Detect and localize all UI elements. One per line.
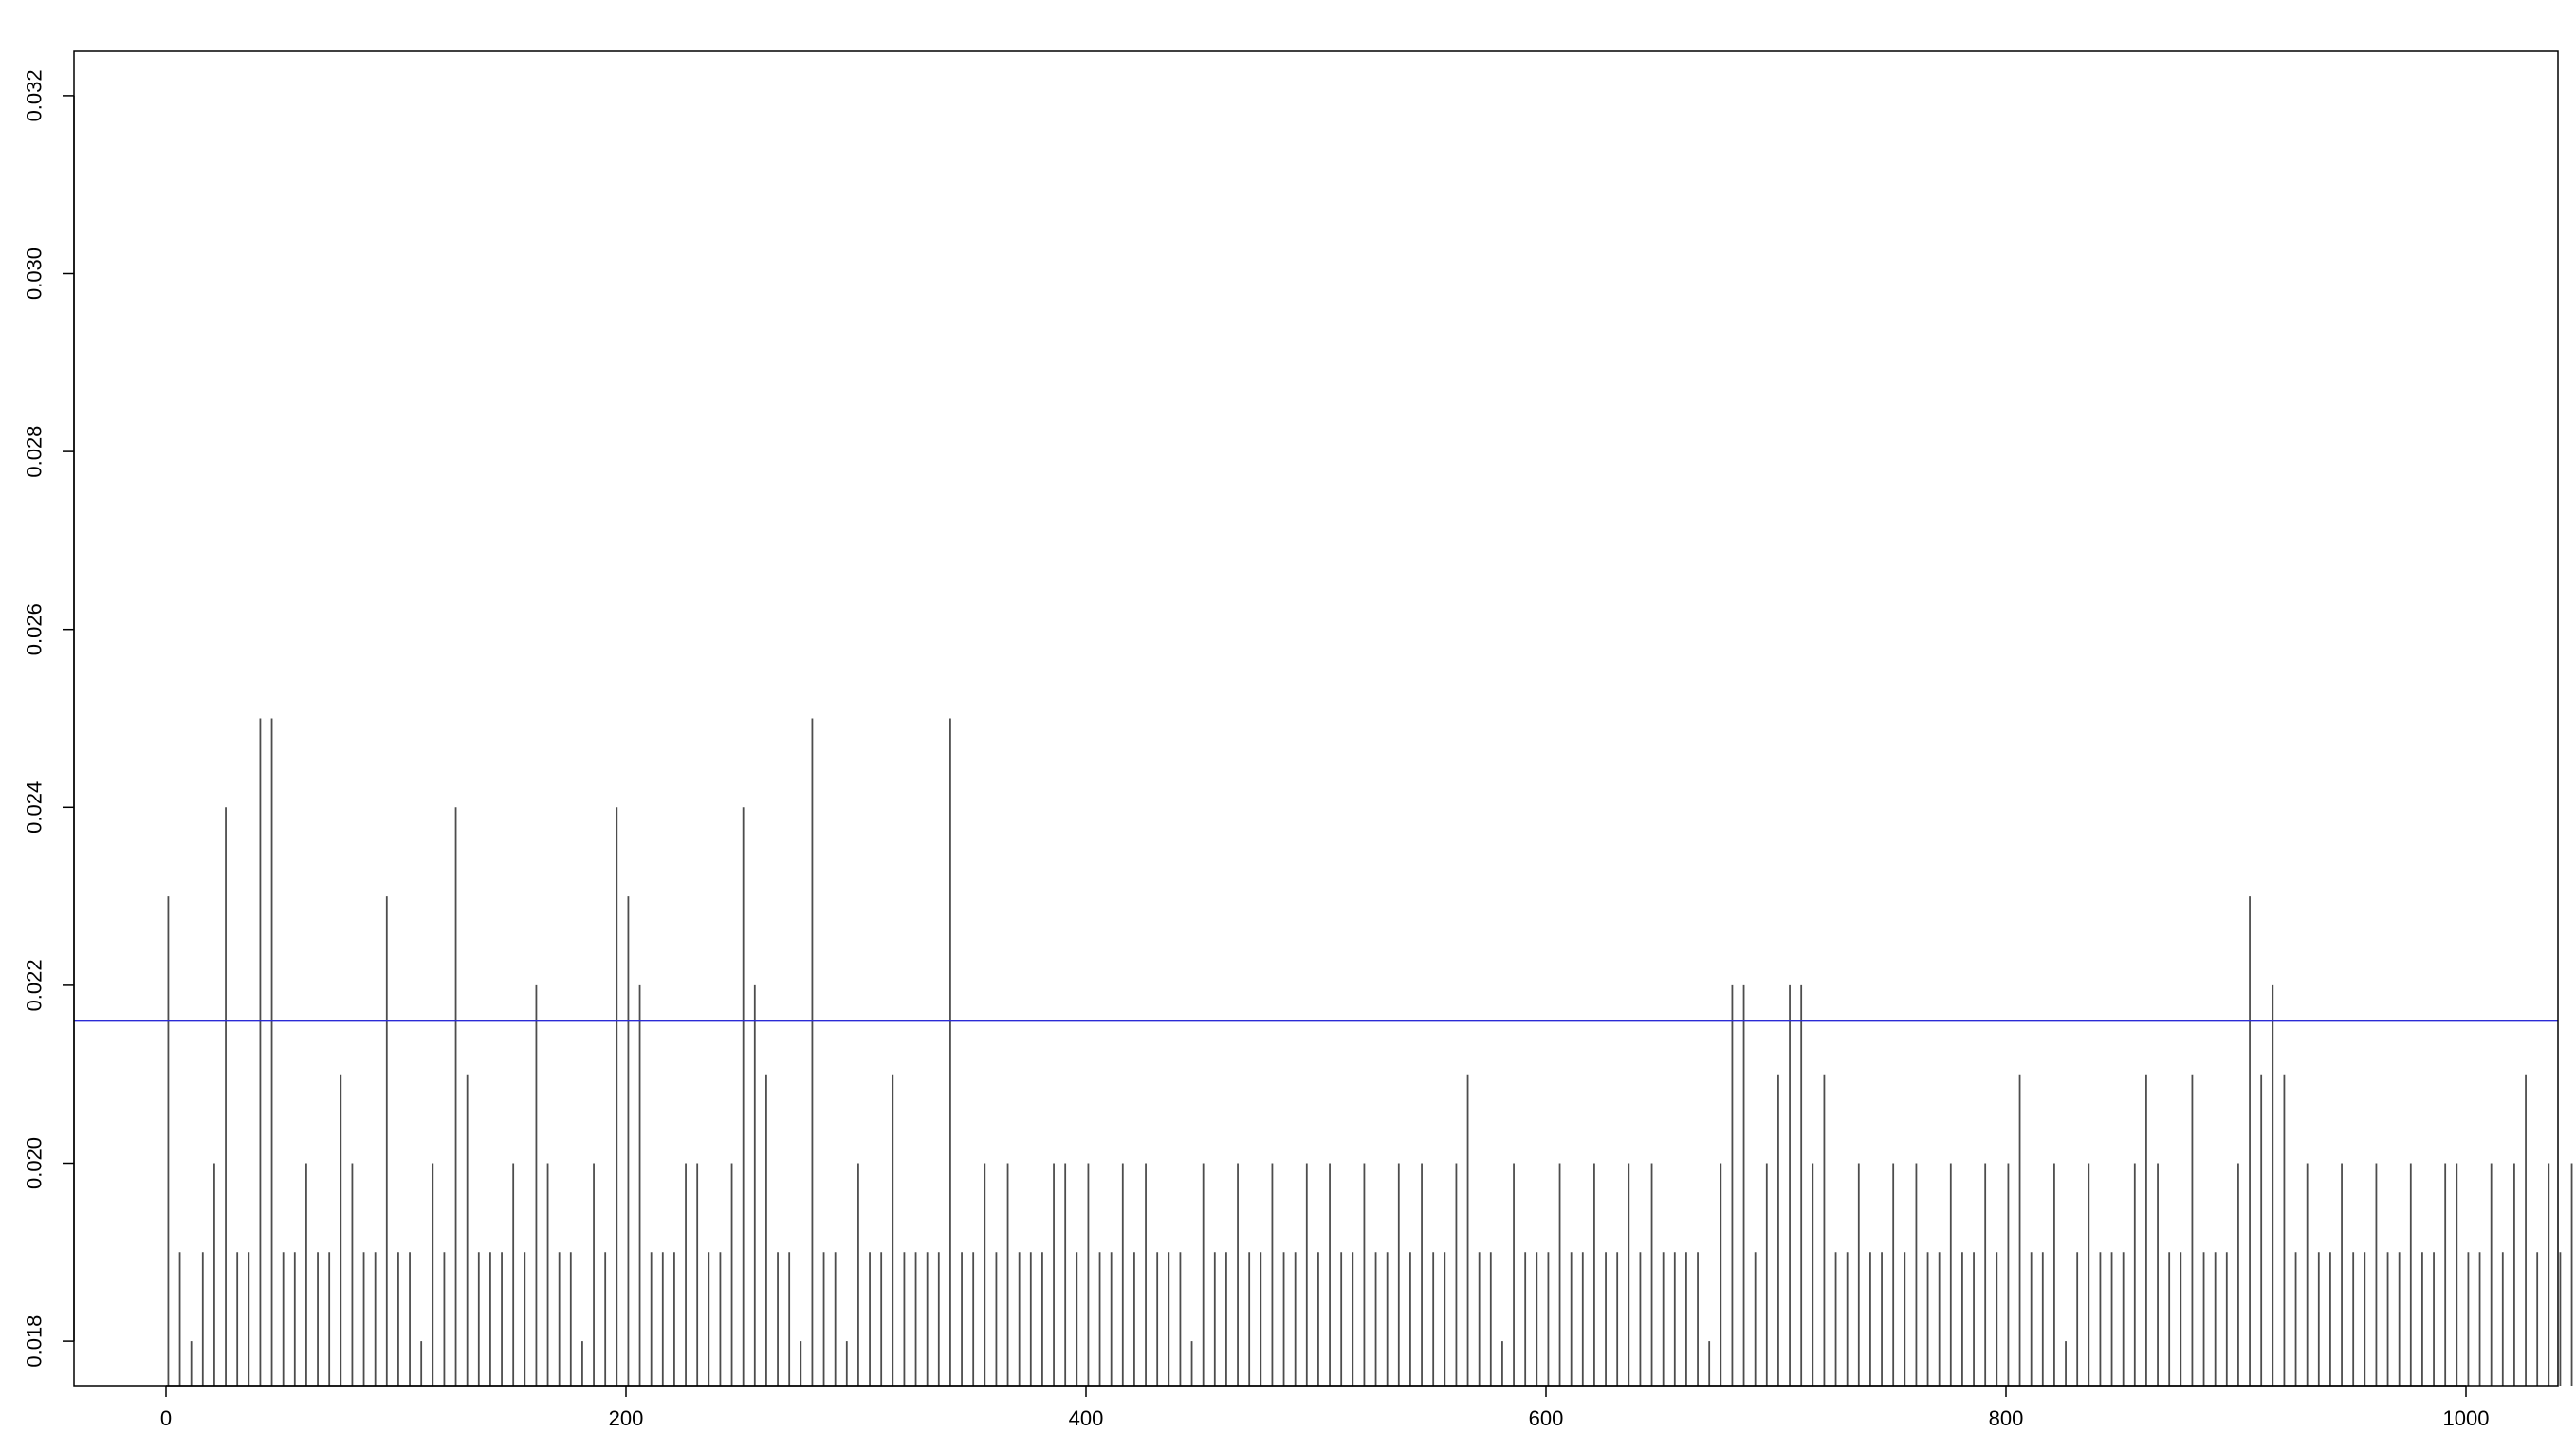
x-tick-label: 200 xyxy=(609,1406,644,1430)
x-tick-label: 1000 xyxy=(2443,1406,2490,1430)
x-axis: 0 200 400 600 800 1000 xyxy=(160,1385,2490,1430)
y-tick-label: 0.024 xyxy=(23,781,46,834)
y-tick-label: 0.018 xyxy=(23,1315,46,1368)
bar-series xyxy=(167,718,2573,1386)
y-tick-label: 0.022 xyxy=(23,959,46,1011)
plot-frame xyxy=(73,50,2559,1387)
y-tick-label: 0.026 xyxy=(23,603,46,655)
y-axis: 0.018 0.020 0.022 0.024 0.026 0.028 0.030 0.032 xyxy=(23,69,75,1368)
x-tick-label: 0 xyxy=(160,1406,172,1430)
y-tick-label: 0.030 xyxy=(23,248,46,300)
y-tick-label: 0.032 xyxy=(23,69,46,121)
y-tick-label: 0.028 xyxy=(23,426,46,478)
x-tick-label: 400 xyxy=(1069,1406,1104,1430)
x-tick-label: 600 xyxy=(1529,1406,1564,1430)
x-tick-label: 800 xyxy=(1989,1406,2024,1430)
y-tick-label: 0.020 xyxy=(23,1137,46,1189)
